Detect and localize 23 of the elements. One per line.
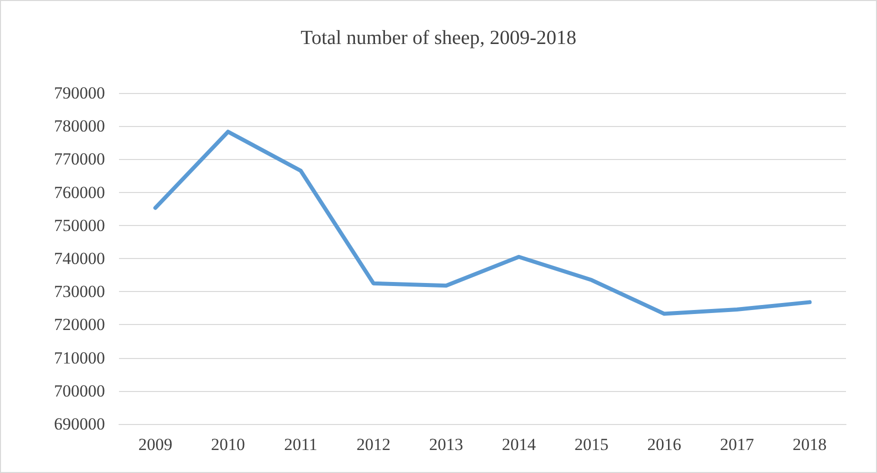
- y-tick-label: 730000: [54, 282, 105, 302]
- x-tick-label: 2011: [284, 435, 318, 454]
- y-tick-label: 690000: [54, 414, 105, 434]
- x-tick-label: 2014: [502, 435, 536, 454]
- chart-title: Total number of sheep, 2009-2018: [300, 27, 576, 49]
- y-tick-label: 700000: [54, 381, 105, 400]
- y-tick-label: 710000: [54, 348, 105, 368]
- x-tick-label: 2015: [574, 435, 609, 454]
- y-tick-label: 720000: [54, 315, 105, 334]
- y-tick-label: 760000: [54, 182, 105, 202]
- x-tick-label: 2017: [720, 435, 754, 454]
- y-tick-label: 740000: [54, 249, 105, 268]
- y-tick-label: 770000: [54, 150, 105, 169]
- x-tick-label: 2016: [647, 435, 682, 454]
- y-tick-label: 780000: [54, 116, 105, 136]
- x-tick-label: 2018: [792, 435, 827, 454]
- y-tick-label: 790000: [54, 84, 105, 102]
- x-tick-label: 2010: [211, 435, 246, 454]
- x-tick-label: 2009: [138, 435, 172, 454]
- line-series: [153, 130, 812, 316]
- y-tick-label: 750000: [54, 216, 105, 235]
- x-tick-label: 2013: [429, 435, 464, 454]
- x-tick-label: 2012: [356, 435, 390, 454]
